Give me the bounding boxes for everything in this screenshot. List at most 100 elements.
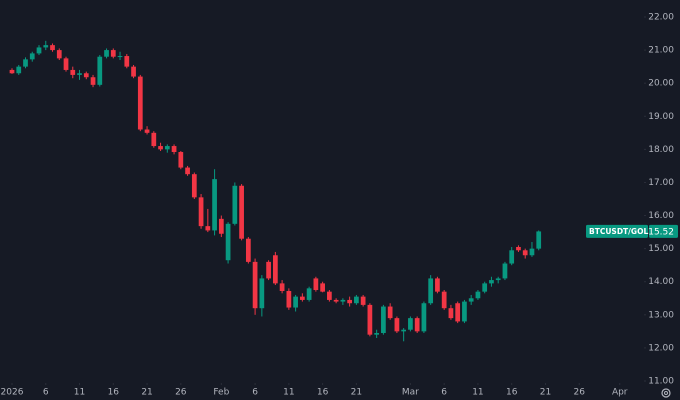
candle xyxy=(441,290,447,310)
x-tick-label: 16 xyxy=(506,388,518,398)
settings-gear-center[interactable] xyxy=(664,391,668,395)
candle xyxy=(131,64,136,79)
candle-body xyxy=(522,250,528,256)
y-tick-label: 20.00 xyxy=(648,79,674,89)
candle xyxy=(63,56,69,72)
x-tick-label: 16 xyxy=(108,388,120,398)
candle xyxy=(104,48,109,59)
x-tick-label: 6 xyxy=(252,388,258,398)
candle-body xyxy=(387,306,393,319)
candle xyxy=(347,296,352,307)
price-tag-value: 15.52 xyxy=(648,227,674,237)
candle xyxy=(340,298,346,305)
x-tick-label: Feb xyxy=(213,388,229,398)
candle-body xyxy=(381,306,386,334)
candle-body xyxy=(117,56,123,58)
candle xyxy=(313,276,319,292)
candle-body xyxy=(218,218,224,234)
candle-body xyxy=(327,291,332,300)
candle xyxy=(300,293,305,302)
candle-body xyxy=(374,333,380,335)
candle-body xyxy=(178,152,184,168)
candle xyxy=(320,281,325,293)
y-tick-label: 21.00 xyxy=(648,46,674,56)
candle xyxy=(462,299,467,324)
candle-body xyxy=(110,50,116,57)
candle-body xyxy=(536,231,542,249)
candle-body xyxy=(502,263,508,279)
candle-body xyxy=(164,146,170,150)
candle-body xyxy=(462,301,467,322)
candle-body xyxy=(306,288,312,300)
candle-body xyxy=(408,318,413,330)
x-tick-label: 11 xyxy=(472,388,483,398)
y-tick-label: 18.00 xyxy=(648,145,674,155)
candle-body xyxy=(63,58,69,70)
candle-body xyxy=(333,299,339,302)
candle xyxy=(509,246,515,266)
candle xyxy=(83,71,89,80)
candle xyxy=(164,144,170,153)
candle xyxy=(414,316,420,334)
candle xyxy=(158,142,163,152)
candle-body xyxy=(245,238,251,262)
x-tick-label: 2026 xyxy=(1,388,24,398)
y-tick-label: 14.00 xyxy=(648,277,674,287)
candle-body xyxy=(198,197,204,227)
candle-body xyxy=(43,45,49,48)
candle xyxy=(475,290,481,300)
candle xyxy=(435,276,440,294)
candle-body xyxy=(151,132,157,147)
candle xyxy=(502,261,508,281)
candle xyxy=(252,258,258,315)
y-tick-label: 11.00 xyxy=(648,377,674,387)
candle-body xyxy=(367,304,373,335)
candle xyxy=(272,251,278,286)
candle-body xyxy=(313,278,319,290)
candle-body xyxy=(489,280,494,284)
candle xyxy=(259,275,265,317)
candle xyxy=(293,294,298,312)
candle-body xyxy=(259,278,265,309)
candle-body xyxy=(191,174,197,198)
candle xyxy=(306,286,312,302)
candle-body xyxy=(50,45,55,51)
candle xyxy=(205,208,211,233)
candle-body xyxy=(171,146,177,153)
candle-body xyxy=(468,298,474,302)
candle xyxy=(266,260,271,281)
candle xyxy=(482,281,488,294)
candle xyxy=(495,276,501,284)
candle-body xyxy=(455,303,461,322)
settings-icon[interactable] xyxy=(661,388,671,398)
candle-body xyxy=(482,283,488,292)
x-tick-label: 6 xyxy=(43,388,49,398)
y-tick-label: 19.00 xyxy=(648,112,674,122)
candle xyxy=(218,215,224,238)
candle xyxy=(381,304,386,335)
candle xyxy=(408,316,413,332)
candle xyxy=(279,280,285,294)
candle-body xyxy=(394,318,400,332)
x-tick-label: 21 xyxy=(141,388,152,398)
candle-body xyxy=(401,329,407,332)
candle xyxy=(529,242,535,257)
candle-body xyxy=(70,69,76,75)
settings-gear[interactable] xyxy=(661,388,671,398)
y-tick-label: 16.00 xyxy=(648,211,674,221)
candle xyxy=(245,237,251,264)
candle xyxy=(421,301,427,334)
candle xyxy=(70,66,76,79)
candle xyxy=(117,51,123,61)
candle-body xyxy=(23,59,28,67)
candle-body xyxy=(516,246,521,251)
candle xyxy=(56,48,62,61)
x-tick-label: 11 xyxy=(74,388,85,398)
candle xyxy=(16,64,22,75)
candle xyxy=(9,68,15,74)
x-tick-label: 21 xyxy=(351,388,362,398)
y-tick-label: 13.00 xyxy=(648,310,674,320)
candle xyxy=(171,144,177,155)
y-tick-label: 12.00 xyxy=(648,343,674,353)
